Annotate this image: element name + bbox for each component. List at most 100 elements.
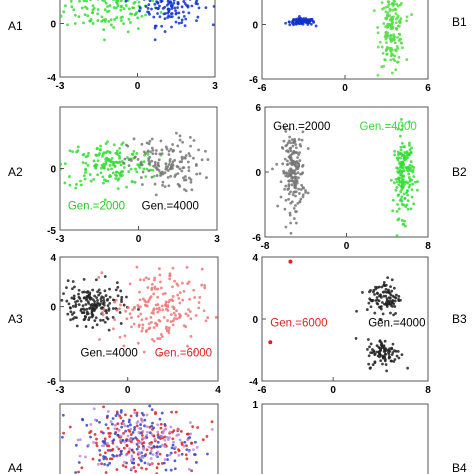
data-point bbox=[165, 435, 169, 439]
data-point bbox=[107, 157, 111, 161]
data-point bbox=[188, 297, 191, 301]
data-point bbox=[102, 28, 106, 32]
data-point bbox=[379, 359, 383, 363]
data-point bbox=[151, 152, 155, 156]
data-point bbox=[284, 184, 288, 188]
data-point bbox=[404, 224, 407, 228]
data-point bbox=[183, 24, 187, 28]
data-point bbox=[169, 320, 173, 324]
data-point bbox=[103, 0, 107, 3]
data-point bbox=[86, 14, 90, 18]
data-point bbox=[110, 457, 114, 461]
data-point bbox=[108, 287, 111, 291]
data-point bbox=[118, 414, 121, 418]
data-point bbox=[82, 278, 86, 281]
data-point bbox=[91, 457, 95, 461]
data-point bbox=[403, 180, 407, 184]
data-point bbox=[147, 277, 151, 281]
data-point bbox=[392, 2, 396, 6]
data-point bbox=[131, 430, 135, 434]
data-point bbox=[185, 448, 189, 452]
data-point bbox=[61, 435, 64, 439]
data-point bbox=[150, 424, 153, 428]
data-point bbox=[400, 188, 404, 191]
y-tick-label: 1 bbox=[252, 400, 258, 411]
data-point bbox=[74, 443, 78, 447]
data-point bbox=[106, 168, 110, 171]
data-point bbox=[281, 162, 285, 166]
data-point bbox=[184, 312, 188, 316]
data-point bbox=[394, 188, 398, 192]
data-point bbox=[411, 170, 414, 174]
data-point bbox=[368, 345, 371, 349]
data-point bbox=[77, 303, 81, 307]
data-point bbox=[101, 318, 105, 322]
data-point bbox=[123, 460, 126, 464]
data-point bbox=[171, 443, 175, 447]
data-point bbox=[116, 187, 120, 190]
data-point bbox=[376, 26, 380, 29]
data-point bbox=[102, 405, 105, 409]
data-point bbox=[135, 414, 139, 417]
data-point bbox=[163, 438, 167, 442]
x-tick-label: -8 bbox=[261, 241, 270, 252]
data-point bbox=[153, 437, 157, 441]
data-point bbox=[300, 183, 304, 187]
data-point bbox=[148, 431, 152, 435]
data-point bbox=[93, 164, 96, 168]
data-point bbox=[137, 307, 140, 311]
data-point bbox=[128, 282, 132, 286]
data-point bbox=[129, 433, 133, 436]
data-point bbox=[405, 150, 409, 154]
data-point bbox=[184, 17, 188, 21]
data-point bbox=[176, 283, 180, 287]
data-point bbox=[95, 323, 99, 327]
data-point bbox=[369, 366, 372, 370]
data-point bbox=[140, 176, 143, 179]
data-point bbox=[159, 10, 163, 14]
data-point bbox=[376, 31, 380, 35]
data-point bbox=[387, 101, 390, 104]
data-point bbox=[119, 163, 123, 167]
x-tick-label: 8 bbox=[425, 241, 431, 252]
data-point bbox=[77, 461, 81, 464]
data-point bbox=[180, 169, 184, 173]
data-point bbox=[92, 441, 95, 444]
data-point bbox=[77, 15, 81, 19]
data-point bbox=[183, 440, 187, 444]
data-point bbox=[91, 314, 95, 318]
data-point bbox=[135, 170, 139, 174]
data-point bbox=[409, 150, 413, 154]
generation-annotation: Gen.=4000 bbox=[360, 121, 417, 133]
data-point bbox=[86, 164, 90, 167]
data-point bbox=[186, 344, 189, 348]
data-point bbox=[141, 444, 145, 448]
data-point bbox=[161, 292, 165, 296]
data-point bbox=[75, 324, 79, 328]
data-point bbox=[391, 71, 394, 75]
data-point bbox=[175, 433, 179, 437]
data-point bbox=[150, 137, 154, 141]
data-point bbox=[134, 167, 137, 171]
data-point bbox=[138, 6, 142, 9]
data-point bbox=[366, 338, 370, 341]
data-point bbox=[288, 211, 292, 215]
data-point bbox=[306, 191, 310, 195]
data-point bbox=[195, 19, 198, 23]
data-point bbox=[157, 436, 160, 439]
data-point bbox=[189, 317, 193, 321]
data-point bbox=[154, 24, 158, 28]
data-point bbox=[187, 165, 191, 169]
data-point bbox=[167, 14, 171, 18]
data-point bbox=[412, 166, 416, 169]
data-point bbox=[89, 296, 93, 300]
data-point bbox=[141, 429, 145, 433]
data-point bbox=[402, 185, 405, 188]
data-point bbox=[125, 438, 129, 442]
data-point bbox=[157, 6, 160, 10]
data-point bbox=[130, 448, 134, 452]
data-point bbox=[169, 313, 173, 316]
data-point bbox=[129, 159, 133, 162]
data-point bbox=[399, 156, 402, 160]
